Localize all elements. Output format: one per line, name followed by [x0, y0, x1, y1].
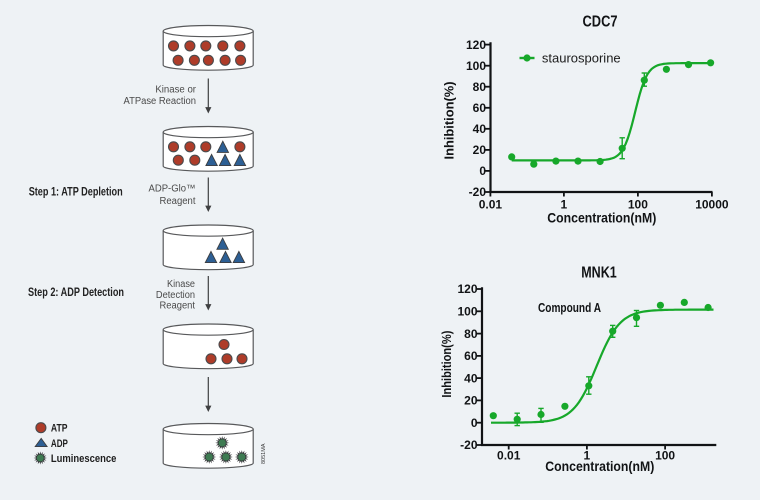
svg-text:20: 20 [473, 143, 487, 157]
svg-text:120: 120 [457, 282, 477, 296]
svg-text:40: 40 [473, 122, 487, 136]
svg-text:20: 20 [464, 394, 478, 408]
svg-text:0.01: 0.01 [497, 449, 521, 463]
svg-text:Concentration(nM): Concentration(nM) [547, 210, 656, 226]
svg-text:Compound A: Compound A [538, 300, 601, 315]
svg-text:Inhibition(%): Inhibition(%) [439, 331, 454, 398]
svg-text:-20: -20 [460, 438, 478, 452]
svg-text:120: 120 [466, 38, 486, 52]
svg-text:Inhibition(%): Inhibition(%) [442, 81, 457, 159]
svg-text:1: 1 [561, 198, 568, 212]
svg-text:80: 80 [464, 327, 478, 341]
svg-text:0.01: 0.01 [479, 198, 503, 212]
svg-text:Reagent: Reagent [160, 196, 196, 207]
svg-text:Step 2: ADP Detection: Step 2: ADP Detection [28, 285, 124, 299]
svg-text:0: 0 [471, 416, 478, 430]
svg-text:60: 60 [464, 349, 478, 363]
svg-text:staurosporine: staurosporine [542, 51, 621, 66]
svg-text:Kinase: Kinase [167, 279, 195, 290]
svg-text:8051MA: 8051MA [261, 443, 267, 464]
svg-text:Concentration(nM): Concentration(nM) [545, 458, 654, 474]
svg-text:Step 1: ATP Depletion: Step 1: ATP Depletion [29, 185, 123, 199]
svg-text:ATP: ATP [51, 423, 68, 435]
svg-text:-20: -20 [469, 185, 487, 199]
svg-text:Detection: Detection [156, 290, 195, 301]
svg-text:100: 100 [466, 59, 486, 73]
svg-text:1: 1 [584, 449, 591, 463]
svg-text:MNK1: MNK1 [581, 265, 617, 282]
svg-text:0: 0 [479, 164, 486, 178]
svg-text:CDC7: CDC7 [583, 14, 618, 31]
svg-text:60: 60 [473, 101, 487, 115]
svg-text:Luminescence: Luminescence [51, 453, 117, 465]
svg-text:Reagent: Reagent [160, 301, 196, 312]
svg-text:100: 100 [457, 305, 477, 319]
svg-text:ADP-Glo™: ADP-Glo™ [149, 184, 196, 195]
svg-text:80: 80 [473, 80, 487, 94]
svg-text:100: 100 [628, 198, 648, 212]
svg-text:100: 100 [655, 449, 675, 463]
svg-text:ADP: ADP [51, 438, 68, 450]
svg-text:10000: 10000 [695, 198, 729, 212]
svg-text:Kinase or: Kinase or [155, 84, 196, 95]
svg-text:ATPase Reaction: ATPase Reaction [124, 96, 197, 107]
svg-text:40: 40 [464, 371, 478, 385]
